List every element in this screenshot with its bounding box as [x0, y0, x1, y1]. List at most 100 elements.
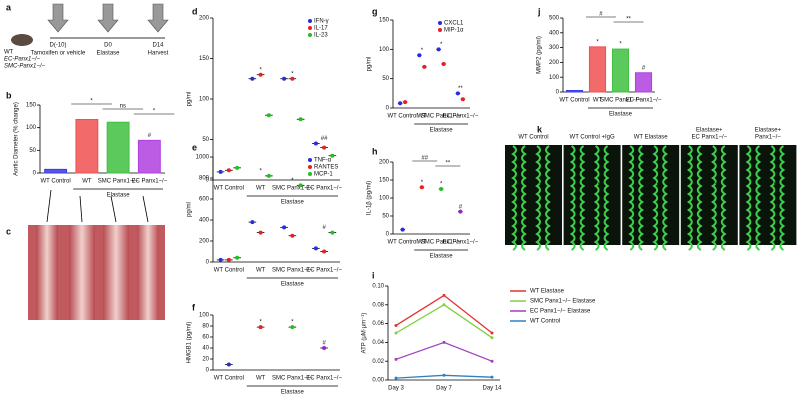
- elastin-fiber: [628, 145, 635, 251]
- panel-label: k: [537, 124, 543, 134]
- y-tick-label: 100: [199, 313, 210, 319]
- legend-label: IFN-γ: [314, 19, 329, 25]
- mean-dot: [458, 209, 463, 214]
- x-tick-label: WT Control: [214, 186, 244, 192]
- mean-dot: [282, 76, 287, 81]
- panel-label: a: [6, 2, 12, 12]
- group-label: Elastase: [107, 193, 131, 199]
- group-label: Elastase: [430, 128, 454, 134]
- mean-dot: [419, 185, 424, 190]
- y-tick-label: 0.08: [372, 302, 384, 308]
- legend-swatch: [308, 19, 312, 23]
- x-tick-label: EC Panx1−/−: [132, 179, 168, 185]
- point: [442, 293, 446, 297]
- mean-dot: [441, 62, 446, 66]
- y-tick-label: 20: [202, 357, 209, 363]
- micrograph-title: WT Control: [518, 135, 548, 141]
- mean-dot: [250, 76, 255, 81]
- group-label: Elastase: [281, 200, 305, 206]
- legend-swatch: [308, 33, 312, 37]
- y-tick-label: 150: [379, 18, 390, 24]
- micrograph-title: WT Elastase: [634, 135, 669, 141]
- elastin-fiber: [779, 145, 786, 251]
- significance: *: [421, 180, 424, 186]
- y-tick-label: 800: [199, 176, 210, 182]
- panel-label: b: [6, 90, 12, 100]
- mean-dot: [290, 233, 295, 238]
- legend-swatch: [308, 165, 312, 169]
- micrograph-title: WT Control +IgG: [570, 135, 615, 141]
- mean-dot: [403, 100, 408, 105]
- asterisk: *: [539, 183, 542, 189]
- micrograph-title: EC Panx1−/−: [691, 135, 727, 141]
- bar: [137, 139, 161, 174]
- mean-dot: [439, 187, 444, 191]
- elastin-fiber: [579, 145, 586, 251]
- y-tick-label: 200: [199, 239, 210, 245]
- x-tick-label: Day 3: [388, 386, 404, 392]
- panel-label: g: [372, 6, 378, 16]
- point: [490, 336, 494, 340]
- x-tick-label: SMC Panx1−/−: [272, 376, 313, 382]
- legend-swatch: [308, 26, 312, 30]
- mean-dot: [266, 173, 271, 178]
- legend-label: WT Control: [530, 319, 560, 325]
- elastin-fiber: [710, 145, 717, 251]
- legend-label: MIP-1α: [444, 28, 464, 34]
- step-day: D(-10): [49, 43, 66, 49]
- y-tick-label: 100: [199, 97, 210, 103]
- significance: #: [322, 341, 326, 347]
- point: [394, 323, 398, 327]
- elastin-fiber: [696, 145, 703, 251]
- mean-dot: [422, 64, 427, 69]
- significance: #: [599, 12, 603, 18]
- x-tick-label: WT: [417, 240, 427, 246]
- mean-dot: [322, 249, 327, 254]
- significance: *: [259, 67, 262, 73]
- significance: *: [153, 109, 156, 115]
- y-tick-label: 80: [202, 324, 209, 330]
- y-tick-label: 0: [33, 171, 37, 177]
- y-tick-label: 400: [199, 218, 210, 224]
- elastin-fiber: [511, 145, 517, 251]
- significance: *: [440, 42, 443, 48]
- significance: #: [148, 133, 152, 139]
- legend-label: RANTES: [314, 165, 338, 171]
- y-axis-label: pg/ml: [187, 202, 193, 217]
- x-tick-label: WT Control: [41, 179, 71, 185]
- elastin-fiber: [638, 145, 645, 251]
- elastin-fiber: [745, 145, 752, 251]
- x-tick-label: SMC Panx1−/−: [272, 186, 313, 192]
- x-tick-label: Day 7: [436, 386, 452, 392]
- significance: ##: [421, 156, 428, 162]
- micrograph-title: Elastase+: [696, 128, 723, 134]
- mean-dot: [436, 47, 441, 52]
- y-tick-label: 100: [26, 125, 37, 131]
- bar: [565, 90, 584, 93]
- x-tick-label: SMC Panx1−/−: [600, 98, 641, 104]
- x-tick-label: EC Panx1−/−: [443, 114, 479, 120]
- y-tick-label: 1000: [196, 155, 210, 161]
- significance: **: [446, 161, 451, 167]
- panel-label: j: [537, 6, 541, 16]
- y-axis-label: ATP (μM·μm⁻¹): [362, 313, 368, 354]
- mean-dot: [330, 230, 335, 235]
- bar: [106, 121, 130, 174]
- x-tick-label: EC Panx1−/−: [443, 240, 479, 246]
- mean-dot: [282, 225, 287, 230]
- y-axis-label: MMP2 (pg/ml): [537, 36, 543, 74]
- y-tick-label: 0.00: [372, 378, 384, 384]
- legend-swatch: [308, 158, 312, 162]
- bar: [44, 168, 68, 174]
- significance: ##: [321, 136, 328, 142]
- panel-label: e: [192, 142, 197, 152]
- photos-panel: c: [6, 189, 165, 320]
- mean-dot: [330, 153, 335, 158]
- mean-dot: [290, 325, 295, 330]
- step-label: Elastase: [96, 51, 120, 57]
- step-day: D14: [152, 43, 164, 49]
- x-tick-label: SMC Panx1−/−: [421, 114, 462, 120]
- x-tick-label: WT Control: [388, 240, 418, 246]
- point: [394, 357, 398, 361]
